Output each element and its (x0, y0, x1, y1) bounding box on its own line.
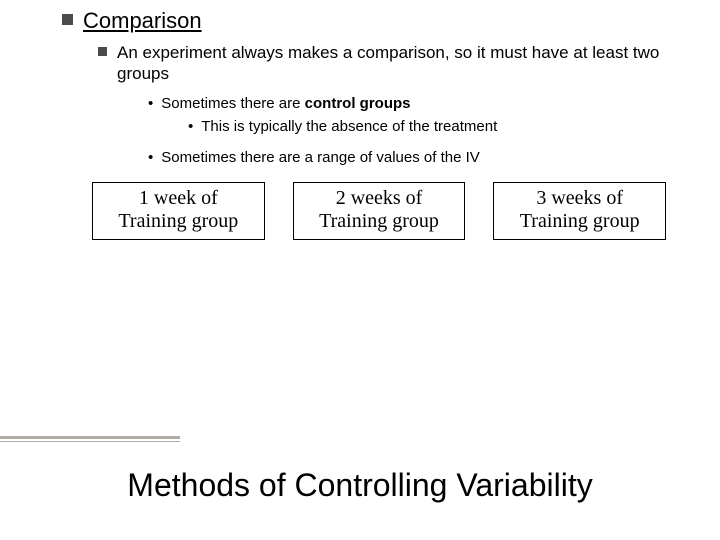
bullet-level4: This is typically the absence of the tre… (188, 118, 680, 135)
box-line2: Training group (103, 210, 254, 233)
bullet-level3: Sometimes there are control groups (148, 95, 680, 112)
bullet-level2: An experiment always makes a comparison,… (98, 42, 680, 85)
footer-rule (0, 436, 180, 442)
text-control-groups-bold: control groups (305, 95, 411, 112)
text-subpoint: An experiment always makes a comparison,… (117, 42, 680, 85)
slide-title: Methods of Controlling Variability (0, 467, 720, 504)
dot-bullet-icon (148, 149, 161, 166)
square-bullet-icon (98, 47, 107, 56)
box-line1: 1 week of (103, 187, 254, 210)
dot-bullet-icon (148, 95, 161, 112)
rule-thick (0, 436, 180, 439)
slide: Comparison An experiment always makes a … (0, 0, 720, 540)
text-absence-treatment: This is typically the absence of the tre… (201, 118, 497, 135)
group-box: 1 week of Training group (92, 182, 265, 240)
rule-thin (0, 441, 180, 442)
bullet-level1: Comparison (62, 8, 680, 34)
box-line1: 2 weeks of (304, 187, 455, 210)
text-control-groups-pre: Sometimes there are (161, 95, 304, 112)
bullet-level3: Sometimes there are a range of values of… (148, 149, 680, 166)
group-boxes-row: 1 week of Training group 2 weeks of Trai… (92, 182, 666, 240)
square-bullet-icon (62, 14, 73, 25)
text-range-iv: Sometimes there are a range of values of… (161, 149, 480, 166)
box-line1: 3 weeks of (504, 187, 655, 210)
group-box: 2 weeks of Training group (293, 182, 466, 240)
box-line2: Training group (304, 210, 455, 233)
dot-bullet-icon (188, 118, 201, 135)
heading-comparison: Comparison (83, 8, 202, 34)
group-box: 3 weeks of Training group (493, 182, 666, 240)
box-line2: Training group (504, 210, 655, 233)
